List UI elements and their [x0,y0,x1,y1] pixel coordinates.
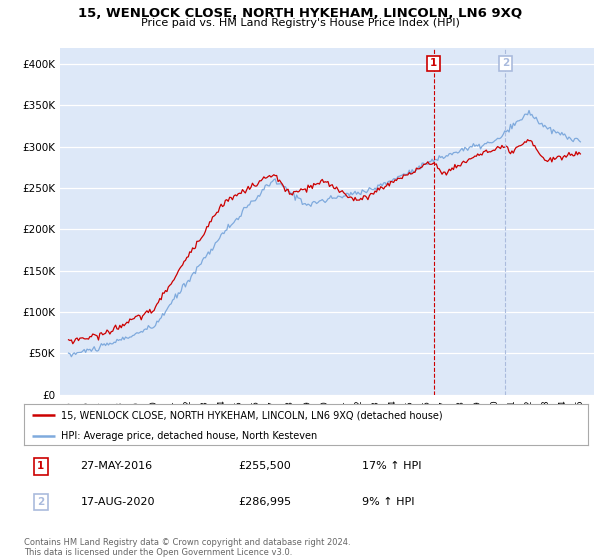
Text: Contains HM Land Registry data © Crown copyright and database right 2024.
This d: Contains HM Land Registry data © Crown c… [24,538,350,557]
Text: 1: 1 [430,58,437,68]
Text: 1: 1 [37,461,44,472]
Text: 27-MAY-2016: 27-MAY-2016 [80,461,152,472]
Text: 9% ↑ HPI: 9% ↑ HPI [362,497,415,507]
Text: 2: 2 [37,497,44,507]
Text: £255,500: £255,500 [238,461,291,472]
Text: £286,995: £286,995 [238,497,292,507]
Text: HPI: Average price, detached house, North Kesteven: HPI: Average price, detached house, Nort… [61,431,317,441]
Text: 15, WENLOCK CLOSE, NORTH HYKEHAM, LINCOLN, LN6 9XQ (detached house): 15, WENLOCK CLOSE, NORTH HYKEHAM, LINCOL… [61,410,442,421]
Text: 2: 2 [502,58,509,68]
Text: Price paid vs. HM Land Registry's House Price Index (HPI): Price paid vs. HM Land Registry's House … [140,18,460,28]
Text: 17% ↑ HPI: 17% ↑ HPI [362,461,422,472]
Text: 17-AUG-2020: 17-AUG-2020 [80,497,155,507]
Text: 15, WENLOCK CLOSE, NORTH HYKEHAM, LINCOLN, LN6 9XQ: 15, WENLOCK CLOSE, NORTH HYKEHAM, LINCOL… [78,7,522,20]
